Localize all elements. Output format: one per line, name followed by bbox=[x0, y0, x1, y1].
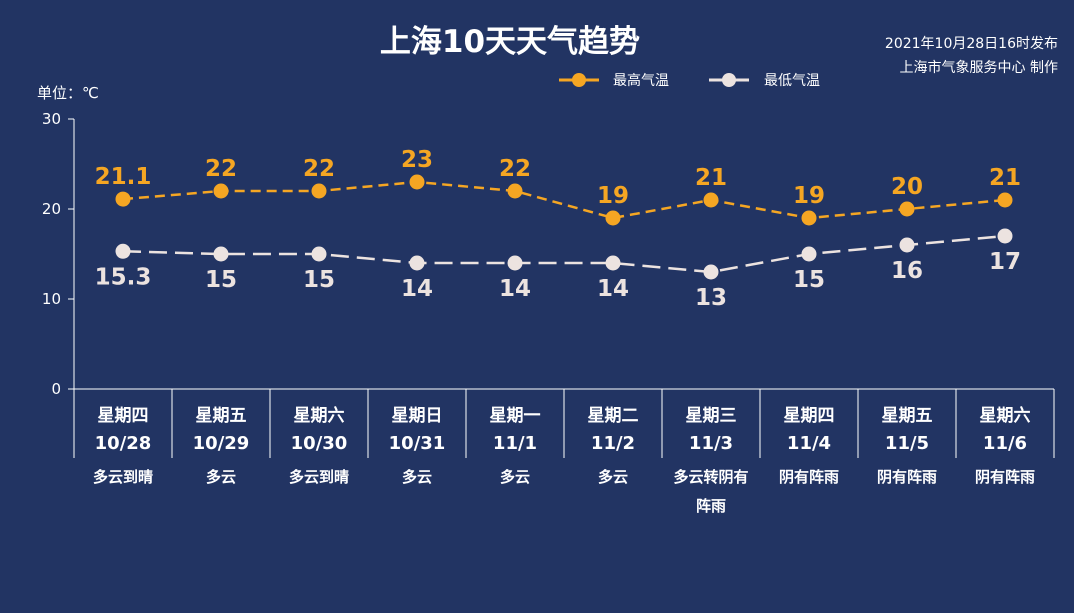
x-day-label: 星期四 bbox=[98, 406, 149, 426]
legend-low-label: 最低气温 bbox=[764, 73, 820, 89]
y-tick-label: 20 bbox=[42, 200, 61, 218]
chart-title: 上海10天天气趋势 bbox=[380, 24, 640, 60]
series-high-data-label: 21 bbox=[695, 165, 727, 191]
x-weather-label: 阵雨 bbox=[696, 497, 726, 515]
series-high-point bbox=[115, 191, 131, 207]
x-date-label: 11/3 bbox=[689, 433, 733, 454]
x-weather-label: 多云 bbox=[206, 468, 236, 486]
x-weather-label: 多云 bbox=[598, 468, 628, 486]
series-high-data-label: 22 bbox=[303, 156, 335, 182]
publish-time: 2021年10月28日16时发布 bbox=[885, 36, 1058, 52]
x-weather-label: 多云转阴有 bbox=[673, 468, 748, 486]
x-day-label: 星期五 bbox=[196, 406, 247, 426]
series-low-data-label: 14 bbox=[499, 276, 531, 302]
series-low-data-label: 14 bbox=[401, 276, 433, 302]
x-day-label: 星期三 bbox=[686, 406, 737, 426]
series-low-point bbox=[997, 228, 1013, 244]
series-high-point bbox=[213, 183, 229, 199]
series-low-point bbox=[409, 255, 425, 271]
series-high-point bbox=[801, 210, 817, 226]
x-date-label: 11/4 bbox=[787, 433, 831, 454]
series-low-point bbox=[899, 237, 915, 253]
series-high-data-label: 22 bbox=[205, 156, 237, 182]
x-date-label: 11/2 bbox=[591, 433, 635, 454]
series-high-point bbox=[409, 174, 425, 190]
x-date-label: 10/30 bbox=[291, 433, 348, 454]
y-tick-label: 0 bbox=[51, 380, 61, 398]
series-high-point bbox=[899, 201, 915, 217]
series-low-data-label: 15.3 bbox=[95, 264, 152, 290]
x-date-label: 11/6 bbox=[983, 433, 1027, 454]
legend-low-marker bbox=[722, 73, 736, 87]
series-high-data-label: 22 bbox=[499, 156, 531, 182]
x-date-label: 10/28 bbox=[95, 433, 152, 454]
series-high-point bbox=[703, 192, 719, 208]
x-date-label: 11/5 bbox=[885, 433, 929, 454]
legend-item-low[interactable]: 最低气温 bbox=[709, 73, 820, 89]
x-day-label: 星期五 bbox=[882, 406, 933, 426]
series-low-data-label: 14 bbox=[597, 276, 629, 302]
x-day-label: 星期六 bbox=[294, 405, 345, 426]
series-high-data-label: 19 bbox=[793, 183, 825, 209]
x-weather-label: 阴有阵雨 bbox=[877, 468, 937, 486]
series-low-point bbox=[703, 264, 719, 280]
series-high-data-label: 23 bbox=[401, 147, 433, 173]
legend-high-label: 最高气温 bbox=[613, 72, 669, 89]
y-axis: 0 10 20 30 bbox=[42, 110, 75, 398]
series-low-point bbox=[801, 246, 817, 262]
series-low-data-label: 15 bbox=[205, 267, 237, 293]
series-low-data-label: 17 bbox=[989, 249, 1021, 275]
series-low-data-label: 13 bbox=[695, 285, 727, 311]
series-low-point bbox=[213, 246, 229, 262]
x-day-label: 星期六 bbox=[980, 405, 1031, 426]
series-high-data-label: 20 bbox=[891, 174, 923, 200]
x-day-label: 星期四 bbox=[784, 406, 835, 426]
x-weather-label: 多云 bbox=[500, 468, 530, 486]
publisher: 上海市气象服务中心 制作 bbox=[900, 59, 1058, 76]
series-low-data-label: 16 bbox=[891, 258, 923, 284]
series-high-line bbox=[122, 180, 1006, 220]
x-weather-label: 阴有阵雨 bbox=[779, 468, 839, 486]
series-high-point bbox=[605, 210, 621, 226]
y-tick-label: 10 bbox=[42, 290, 61, 308]
y-tick-label: 30 bbox=[42, 110, 61, 128]
x-weather-label: 多云到晴 bbox=[93, 468, 153, 486]
series-low-point bbox=[311, 246, 327, 262]
series-high: 21.1 22 22 23 22 19 21 19 20 21 bbox=[95, 147, 1021, 226]
series-high-data-label: 21.1 bbox=[95, 164, 152, 190]
x-weather-label: 阴有阵雨 bbox=[975, 468, 1035, 486]
series-high-point bbox=[311, 183, 327, 199]
series-low-data-label: 15 bbox=[793, 267, 825, 293]
series-low-point bbox=[605, 255, 621, 271]
series-low: 15.3 15 15 14 14 14 13 15 16 17 bbox=[95, 228, 1021, 311]
legend: 最高气温 最低气温 bbox=[559, 72, 820, 89]
series-high-data-label: 19 bbox=[597, 183, 629, 209]
x-weather-label: 多云到晴 bbox=[289, 468, 349, 486]
series-low-point bbox=[507, 255, 523, 271]
x-date-label: 10/29 bbox=[193, 433, 250, 454]
x-date-label: 11/1 bbox=[493, 433, 537, 454]
series-low-point bbox=[115, 243, 131, 259]
series-high-point bbox=[997, 192, 1013, 208]
x-axis-table: 星期四 10/28 多云到晴 星期五 10/29 多云 星期六 10/30 多云到晴 星期日 10/… bbox=[73, 388, 1055, 515]
legend-item-high[interactable]: 最高气温 bbox=[559, 72, 669, 89]
series-high-point bbox=[507, 183, 523, 199]
x-day-label: 星期二 bbox=[588, 406, 639, 426]
series-high-data-label: 21 bbox=[989, 165, 1021, 191]
x-day-label: 星期一 bbox=[490, 406, 541, 426]
x-day-label: 星期日 bbox=[392, 406, 443, 426]
legend-high-marker bbox=[572, 73, 586, 87]
x-date-label: 10/31 bbox=[389, 433, 446, 454]
x-weather-label: 多云 bbox=[402, 468, 432, 486]
series-low-line bbox=[122, 234, 1006, 274]
unit-label: 单位：℃ bbox=[37, 84, 99, 102]
series-low-data-label: 15 bbox=[303, 267, 335, 293]
